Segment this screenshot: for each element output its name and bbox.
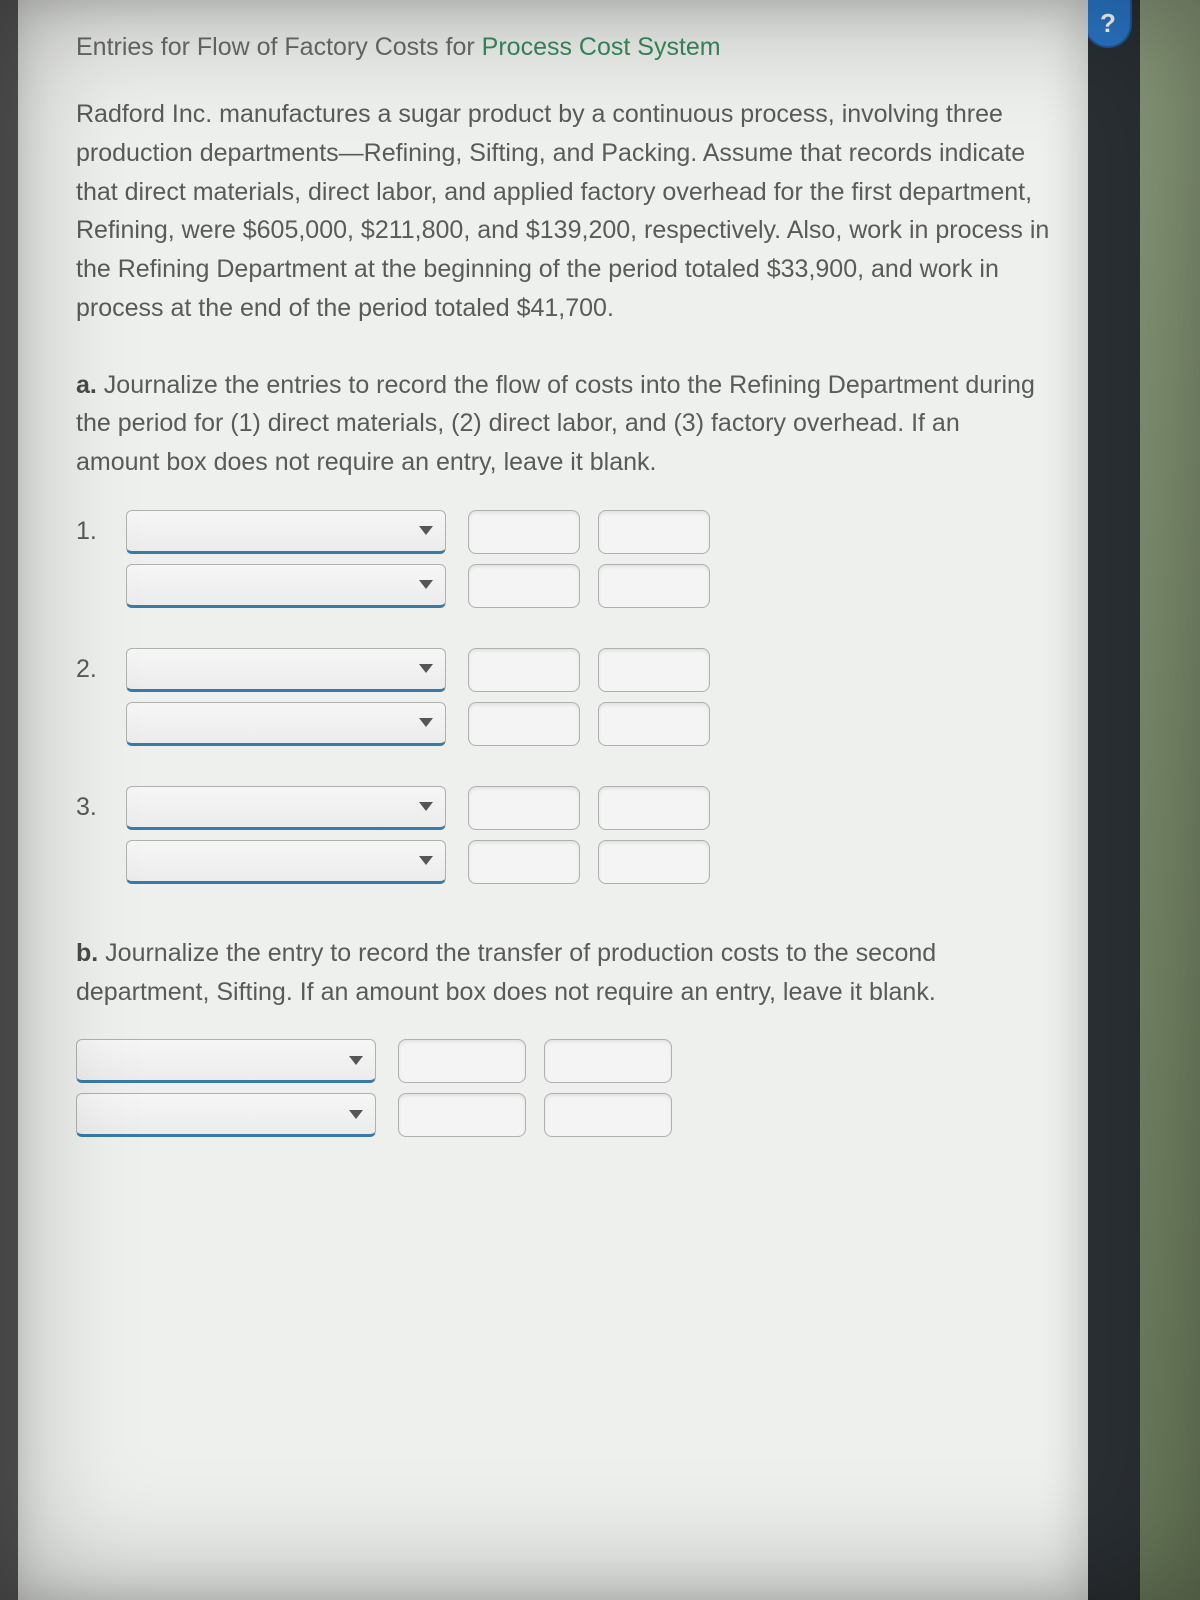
problem-statement: Radford Inc. manufactures a sugar produc… bbox=[76, 95, 1050, 328]
entry-3-credit-amount-row1[interactable] bbox=[598, 786, 710, 830]
entry-3-credit-amount[interactable] bbox=[598, 840, 710, 884]
journal-entry-1: 1. bbox=[76, 510, 1050, 608]
entry-2-account-credit-dropdown[interactable] bbox=[126, 702, 446, 746]
part-b-text: Journalize the entry to record the trans… bbox=[76, 939, 936, 1006]
entry-1-account-debit-dropdown[interactable] bbox=[126, 510, 446, 554]
chevron-down-icon bbox=[419, 856, 433, 865]
scrollbar-gutter[interactable] bbox=[1088, 0, 1140, 1600]
entry-3-debit-row: 3. bbox=[76, 786, 1050, 830]
entry-b-credit-row bbox=[76, 1093, 1050, 1137]
chevron-down-icon bbox=[419, 664, 433, 673]
chevron-down-icon bbox=[419, 718, 433, 727]
title-highlight: Process Cost System bbox=[482, 33, 721, 61]
right-desk-background bbox=[1140, 0, 1200, 1600]
chevron-down-icon bbox=[349, 1056, 363, 1065]
entry-1-debit-row: 1. bbox=[76, 510, 1050, 554]
help-icon: ? bbox=[1100, 8, 1116, 39]
page-title: Entries for Flow of Factory Costs for Pr… bbox=[76, 30, 1050, 65]
journal-entry-b bbox=[76, 1039, 1050, 1137]
part-b-label: b. bbox=[76, 939, 98, 967]
chevron-down-icon bbox=[349, 1110, 363, 1119]
part-a-instructions: a. Journalize the entries to record the … bbox=[76, 366, 1050, 482]
entry-2-debit-amount-row2[interactable] bbox=[468, 702, 580, 746]
row-number-1: 1. bbox=[76, 517, 126, 546]
entry-3-account-debit-dropdown[interactable] bbox=[126, 786, 446, 830]
entry-2-credit-amount[interactable] bbox=[598, 702, 710, 746]
entry-2-account-debit-dropdown[interactable] bbox=[126, 648, 446, 692]
chevron-down-icon bbox=[419, 526, 433, 535]
part-b-instructions: b. Journalize the entry to record the tr… bbox=[76, 934, 1050, 1012]
entry-b-credit-amount[interactable] bbox=[544, 1093, 672, 1137]
row-number-2: 2. bbox=[76, 655, 126, 684]
help-button[interactable]: ? bbox=[1084, 0, 1132, 48]
row-number-3: 3. bbox=[76, 793, 126, 822]
entry-3-account-credit-dropdown[interactable] bbox=[126, 840, 446, 884]
journal-entry-2: 2. bbox=[76, 648, 1050, 746]
entry-b-debit-amount[interactable] bbox=[398, 1039, 526, 1083]
chevron-down-icon bbox=[419, 580, 433, 589]
title-prefix: Entries for Flow of Factory Costs for bbox=[76, 33, 482, 61]
entry-1-debit-amount-row2[interactable] bbox=[468, 564, 580, 608]
entry-2-debit-amount[interactable] bbox=[468, 648, 580, 692]
entry-b-credit-amount-row1[interactable] bbox=[544, 1039, 672, 1083]
part-a-text: Journalize the entries to record the flo… bbox=[76, 371, 1035, 477]
entry-b-account-credit-dropdown[interactable] bbox=[76, 1093, 376, 1137]
entry-3-debit-amount[interactable] bbox=[468, 786, 580, 830]
part-a-label: a. bbox=[76, 371, 97, 399]
entry-1-account-credit-dropdown[interactable] bbox=[126, 564, 446, 608]
entry-3-credit-row bbox=[76, 840, 1050, 884]
entry-2-credit-row bbox=[76, 702, 1050, 746]
entry-3-debit-amount-row2[interactable] bbox=[468, 840, 580, 884]
question-page: Entries for Flow of Factory Costs for Pr… bbox=[18, 0, 1088, 1600]
entry-2-debit-row: 2. bbox=[76, 648, 1050, 692]
entry-1-credit-amount[interactable] bbox=[598, 564, 710, 608]
journal-entry-3: 3. bbox=[76, 786, 1050, 884]
entry-1-debit-amount[interactable] bbox=[468, 510, 580, 554]
entry-b-debit-row bbox=[76, 1039, 1050, 1083]
entry-2-credit-amount-row1[interactable] bbox=[598, 648, 710, 692]
entry-1-credit-row bbox=[76, 564, 1050, 608]
entry-b-account-debit-dropdown[interactable] bbox=[76, 1039, 376, 1083]
entry-b-debit-amount-row2[interactable] bbox=[398, 1093, 526, 1137]
entry-1-credit-amount-row1[interactable] bbox=[598, 510, 710, 554]
chevron-down-icon bbox=[419, 802, 433, 811]
